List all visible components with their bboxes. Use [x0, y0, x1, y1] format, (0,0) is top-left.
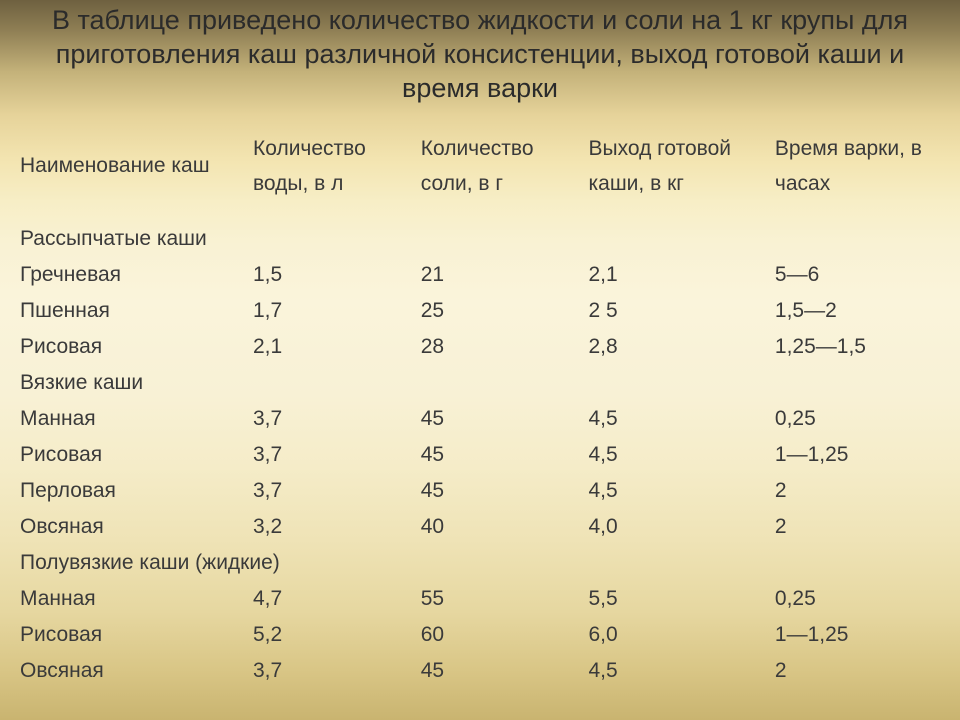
cell-time: 0,25: [769, 581, 946, 617]
section-heading: Рассыпчатые каши: [14, 221, 946, 257]
cell-salt: 45: [415, 401, 583, 437]
cell-name: Рисовая: [14, 329, 247, 365]
table-row: Рисовая 3,7 45 4,5 1—1,25: [14, 437, 946, 473]
table-header-row: Наименование каш Количество воды, в л Ко…: [14, 111, 946, 221]
table-row: Рисовая 5,2 60 6,0 1—1,25: [14, 617, 946, 653]
cell-time: 0,25: [769, 401, 946, 437]
cell-name: Манная: [14, 401, 247, 437]
cell-time: 2: [769, 473, 946, 509]
cell-yield: 2,1: [583, 257, 769, 293]
cell-time: 1—1,25: [769, 437, 946, 473]
col-header-salt: Количество соли, в г: [415, 111, 583, 221]
cell-water: 3,7: [247, 401, 415, 437]
table-row: Пшенная 1,7 25 2 5 1,5—2: [14, 293, 946, 329]
cell-yield: 2,8: [583, 329, 769, 365]
cell-name: Гречневая: [14, 257, 247, 293]
cell-time: 2: [769, 509, 946, 545]
table-row: Гречневая 1,5 21 2,1 5—6: [14, 257, 946, 293]
table-body: Рассыпчатые каши Гречневая 1,5 21 2,1 5—…: [14, 221, 946, 689]
cell-salt: 55: [415, 581, 583, 617]
cell-water: 3,2: [247, 509, 415, 545]
cell-yield: 4,5: [583, 437, 769, 473]
table-row: Рисовая 2,1 28 2,8 1,25—1,5: [14, 329, 946, 365]
section-heading-row: Полувязкие каши (жидкие): [14, 545, 946, 581]
cell-time: 1,25—1,5: [769, 329, 946, 365]
section-heading-row: Рассыпчатые каши: [14, 221, 946, 257]
cell-water: 2,1: [247, 329, 415, 365]
section-heading-row: Вязкие каши: [14, 365, 946, 401]
cell-time: 2: [769, 653, 946, 689]
cell-salt: 45: [415, 473, 583, 509]
cell-salt: 28: [415, 329, 583, 365]
cell-water: 1,5: [247, 257, 415, 293]
cell-salt: 21: [415, 257, 583, 293]
cell-yield: 6,0: [583, 617, 769, 653]
cell-name: Перловая: [14, 473, 247, 509]
col-header-name: Наименование каш: [14, 111, 247, 221]
cell-water: 3,7: [247, 653, 415, 689]
cell-salt: 45: [415, 653, 583, 689]
table-row: Манная 4,7 55 5,5 0,25: [14, 581, 946, 617]
page-container: В таблице приведено количество жидкости …: [0, 0, 960, 689]
section-heading: Полувязкие каши (жидкие): [14, 545, 946, 581]
col-header-time: Время варки, в часах: [769, 111, 946, 221]
cell-water: 3,7: [247, 473, 415, 509]
col-header-yield: Выход готовой каши, в кг: [583, 111, 769, 221]
cell-yield: 4,5: [583, 653, 769, 689]
cell-time: 1—1,25: [769, 617, 946, 653]
cell-water: 4,7: [247, 581, 415, 617]
cell-water: 1,7: [247, 293, 415, 329]
cell-water: 3,7: [247, 437, 415, 473]
table-row: Овсяная 3,7 45 4,5 2: [14, 653, 946, 689]
cell-name: Овсяная: [14, 653, 247, 689]
cell-name: Овсяная: [14, 509, 247, 545]
cell-yield: 5,5: [583, 581, 769, 617]
cell-yield: 4,0: [583, 509, 769, 545]
col-header-water: Количество воды, в л: [247, 111, 415, 221]
cell-name: Манная: [14, 581, 247, 617]
cell-salt: 25: [415, 293, 583, 329]
porridge-table: Наименование каш Количество воды, в л Ко…: [14, 111, 946, 689]
table-row: Манная 3,7 45 4,5 0,25: [14, 401, 946, 437]
section-heading: Вязкие каши: [14, 365, 946, 401]
cell-salt: 45: [415, 437, 583, 473]
table-row: Перловая 3,7 45 4,5 2: [14, 473, 946, 509]
cell-name: Рисовая: [14, 437, 247, 473]
cell-time: 1,5—2: [769, 293, 946, 329]
table-row: Овсяная 3,2 40 4,0 2: [14, 509, 946, 545]
cell-salt: 40: [415, 509, 583, 545]
cell-time: 5—6: [769, 257, 946, 293]
cell-name: Пшенная: [14, 293, 247, 329]
cell-salt: 60: [415, 617, 583, 653]
cell-yield: 2 5: [583, 293, 769, 329]
cell-name: Рисовая: [14, 617, 247, 653]
cell-yield: 4,5: [583, 473, 769, 509]
cell-water: 5,2: [247, 617, 415, 653]
cell-yield: 4,5: [583, 401, 769, 437]
page-title: В таблице приведено количество жидкости …: [14, 4, 946, 105]
